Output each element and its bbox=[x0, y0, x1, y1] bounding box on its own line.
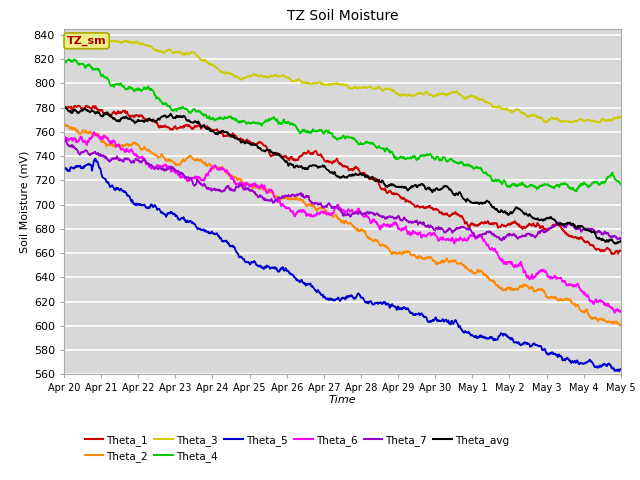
X-axis label: Time: Time bbox=[328, 395, 356, 405]
Text: TZ_sm: TZ_sm bbox=[67, 36, 106, 46]
Legend: Theta_1, Theta_2, Theta_3, Theta_4, Theta_5, Theta_6, Theta_7, Theta_avg: Theta_1, Theta_2, Theta_3, Theta_4, Thet… bbox=[81, 431, 513, 466]
Y-axis label: Soil Moisture (mV): Soil Moisture (mV) bbox=[20, 150, 29, 253]
Title: TZ Soil Moisture: TZ Soil Moisture bbox=[287, 10, 398, 24]
